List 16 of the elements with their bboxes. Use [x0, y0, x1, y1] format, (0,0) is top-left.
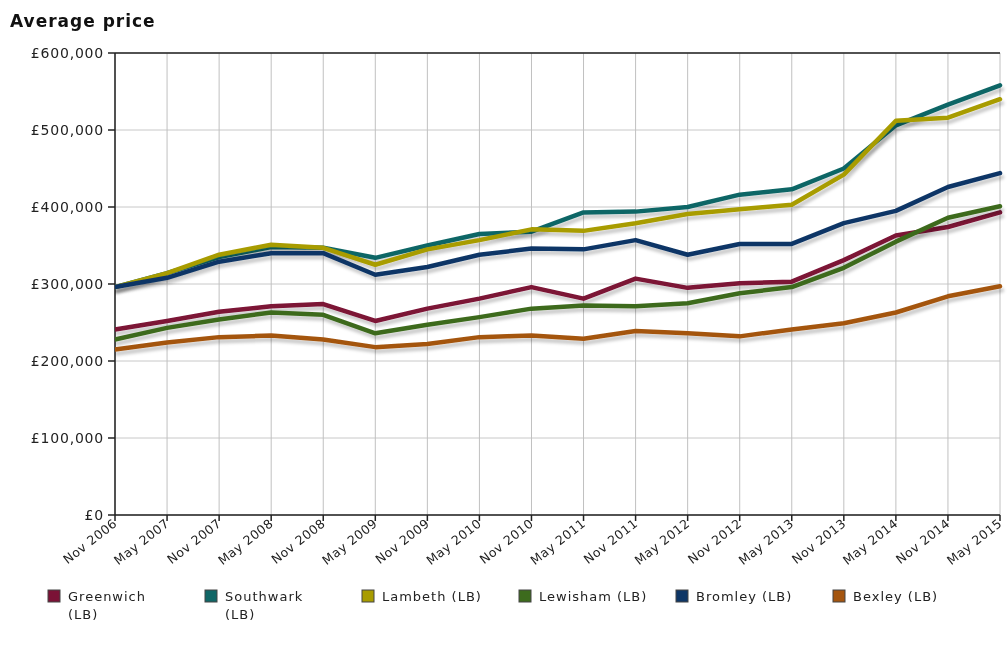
- legend-label: Greenwich (LB): [68, 589, 146, 622]
- legend-label: Lambeth (LB): [382, 589, 482, 604]
- y-tick-label: £500,000: [30, 121, 104, 138]
- y-tick-label: £200,000: [30, 352, 104, 369]
- y-tick-label: £0: [84, 506, 104, 523]
- line-series: [115, 170, 1003, 290]
- chart-title: Average price: [10, 11, 156, 31]
- legend-label: Bexley (LB): [853, 589, 939, 604]
- legend-label: Southwark (LB): [225, 589, 304, 622]
- legend-label: Bromley (LB): [696, 589, 793, 604]
- y-tick-label: £400,000: [30, 198, 104, 215]
- y-tick-label: £100,000: [30, 429, 104, 446]
- y-tick-label: £300,000: [30, 275, 104, 292]
- legend-label: Lewisham (LB): [539, 589, 648, 604]
- y-tick-label: £600,000: [30, 44, 104, 61]
- line-series: [115, 284, 1003, 352]
